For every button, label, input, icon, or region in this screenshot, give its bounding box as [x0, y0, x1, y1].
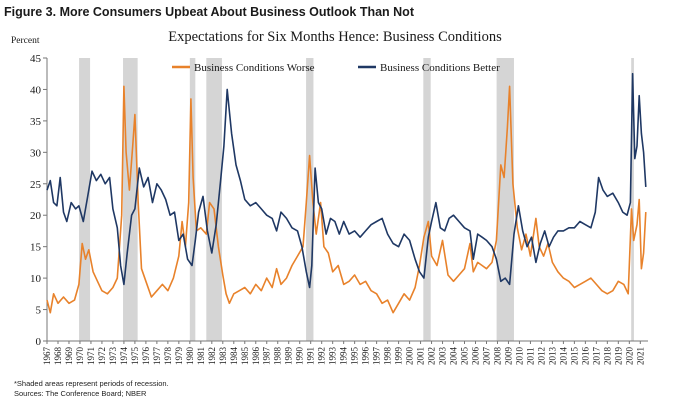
x-tick-label: 2012 — [536, 347, 546, 365]
x-tick-label: 1993 — [328, 347, 338, 366]
x-tick-label: 1994 — [339, 347, 349, 366]
y-tick-label: 5 — [36, 305, 42, 317]
recession-band-6 — [496, 58, 514, 341]
chart-title: Expectations for Six Months Hence: Busin… — [168, 29, 502, 45]
x-tick-label: 1982 — [207, 347, 217, 365]
x-tick-label: 2006 — [471, 347, 481, 366]
recession-band-3 — [206, 58, 222, 341]
recession-band-0 — [79, 58, 91, 341]
series-lines — [46, 72, 647, 314]
x-tick-label: 1977 — [152, 347, 162, 366]
x-tick-label: 1985 — [240, 347, 250, 366]
y-tick-label: 15 — [30, 242, 42, 254]
legend: Business Conditions Worse Business Condit… — [172, 62, 500, 74]
x-tick-label: 2020 — [624, 347, 634, 366]
x-tick-label: 1979 — [174, 347, 184, 366]
y-tick-label: 45 — [30, 53, 42, 65]
x-tick-label: 1999 — [394, 347, 404, 366]
x-tick-label: 2004 — [449, 347, 459, 366]
x-tick-label: 1975 — [130, 347, 140, 366]
x-tick-label: 1967 — [42, 347, 52, 366]
x-tick-label: 1972 — [97, 347, 107, 365]
x-tick-label: 1984 — [229, 347, 239, 366]
x-tick-label: 2009 — [503, 347, 513, 366]
y-tick-label: 35 — [30, 116, 42, 128]
figure-title: Figure 3. More Consumers Upbeat About Bu… — [4, 5, 414, 19]
x-tick-label: 1989 — [284, 347, 294, 366]
x-tick-label: 1997 — [372, 347, 382, 366]
x-tick-label: 1974 — [119, 347, 129, 366]
y-axis-label: Percent — [11, 36, 40, 46]
x-tick-label: 2005 — [460, 347, 470, 366]
x-tick-label: 1990 — [295, 347, 305, 366]
x-tick-label: 1983 — [218, 347, 228, 366]
x-tick-label: 1968 — [53, 347, 63, 366]
x-tick-label: 2018 — [602, 347, 612, 366]
x-tick-label: 1978 — [163, 347, 173, 366]
legend-label-1: Business Conditions Better — [380, 62, 500, 74]
x-tick-label: 1987 — [262, 347, 272, 366]
x-tick-label: 2002 — [427, 347, 437, 365]
x-tick-label: 2014 — [558, 347, 568, 366]
x-tick-label: 2001 — [416, 347, 426, 365]
x-tick-label: 2010 — [514, 347, 524, 366]
x-tick-label: 1970 — [75, 347, 85, 366]
x-tick-label: 1981 — [196, 347, 206, 365]
y-tick-label: 30 — [30, 147, 42, 159]
x-tick-label: 1976 — [141, 347, 151, 366]
x-tick-label: 1973 — [108, 347, 118, 366]
sources-footnote: Sources: The Conference Board; NBER — [14, 389, 147, 398]
x-tick-label: 2015 — [569, 347, 579, 366]
legend-label-0: Business Conditions Worse — [194, 62, 315, 74]
x-tick-label: 1980 — [185, 347, 195, 366]
x-tick-label: 1969 — [64, 347, 74, 366]
series-line-worse — [46, 85, 647, 314]
y-tick-label: 0 — [36, 336, 42, 348]
recession-shading — [79, 58, 634, 341]
series-line-better — [46, 72, 647, 289]
recession-band-5 — [423, 58, 431, 341]
recession-band-7 — [631, 58, 634, 341]
recession-band-2 — [189, 58, 196, 341]
y-tick-label: 10 — [30, 273, 42, 285]
x-tick-label: 2008 — [492, 346, 502, 365]
y-tick-label: 25 — [30, 179, 42, 191]
x-tick-label: 2016 — [580, 347, 590, 366]
x-tick-label: 2000 — [405, 347, 415, 366]
x-tick-label: 2003 — [438, 347, 448, 366]
x-tick-label: 2013 — [547, 347, 557, 366]
y-tick-label: 40 — [30, 84, 42, 96]
x-tick-label: 1986 — [251, 347, 261, 366]
x-tick-label: 2021 — [635, 347, 645, 365]
y-tick-label: 20 — [30, 210, 42, 222]
x-tick-label: 1995 — [350, 347, 360, 366]
x-tick-label: 2011 — [525, 347, 535, 365]
x-tick-label: 1992 — [317, 347, 327, 365]
recession-band-4 — [306, 58, 314, 341]
x-tick-label: 2007 — [481, 347, 491, 366]
x-tick-label: 2017 — [591, 347, 601, 366]
recession-footnote: *Shaded areas represent periods of reces… — [14, 379, 169, 388]
x-tick-label: 1991 — [306, 347, 316, 365]
x-tick-label: 1996 — [361, 347, 371, 366]
x-tick-label: 2019 — [613, 347, 623, 366]
x-tick-label: 1971 — [86, 347, 96, 365]
x-tick-label: 1988 — [273, 347, 283, 366]
x-tick-label: 1998 — [383, 347, 393, 366]
